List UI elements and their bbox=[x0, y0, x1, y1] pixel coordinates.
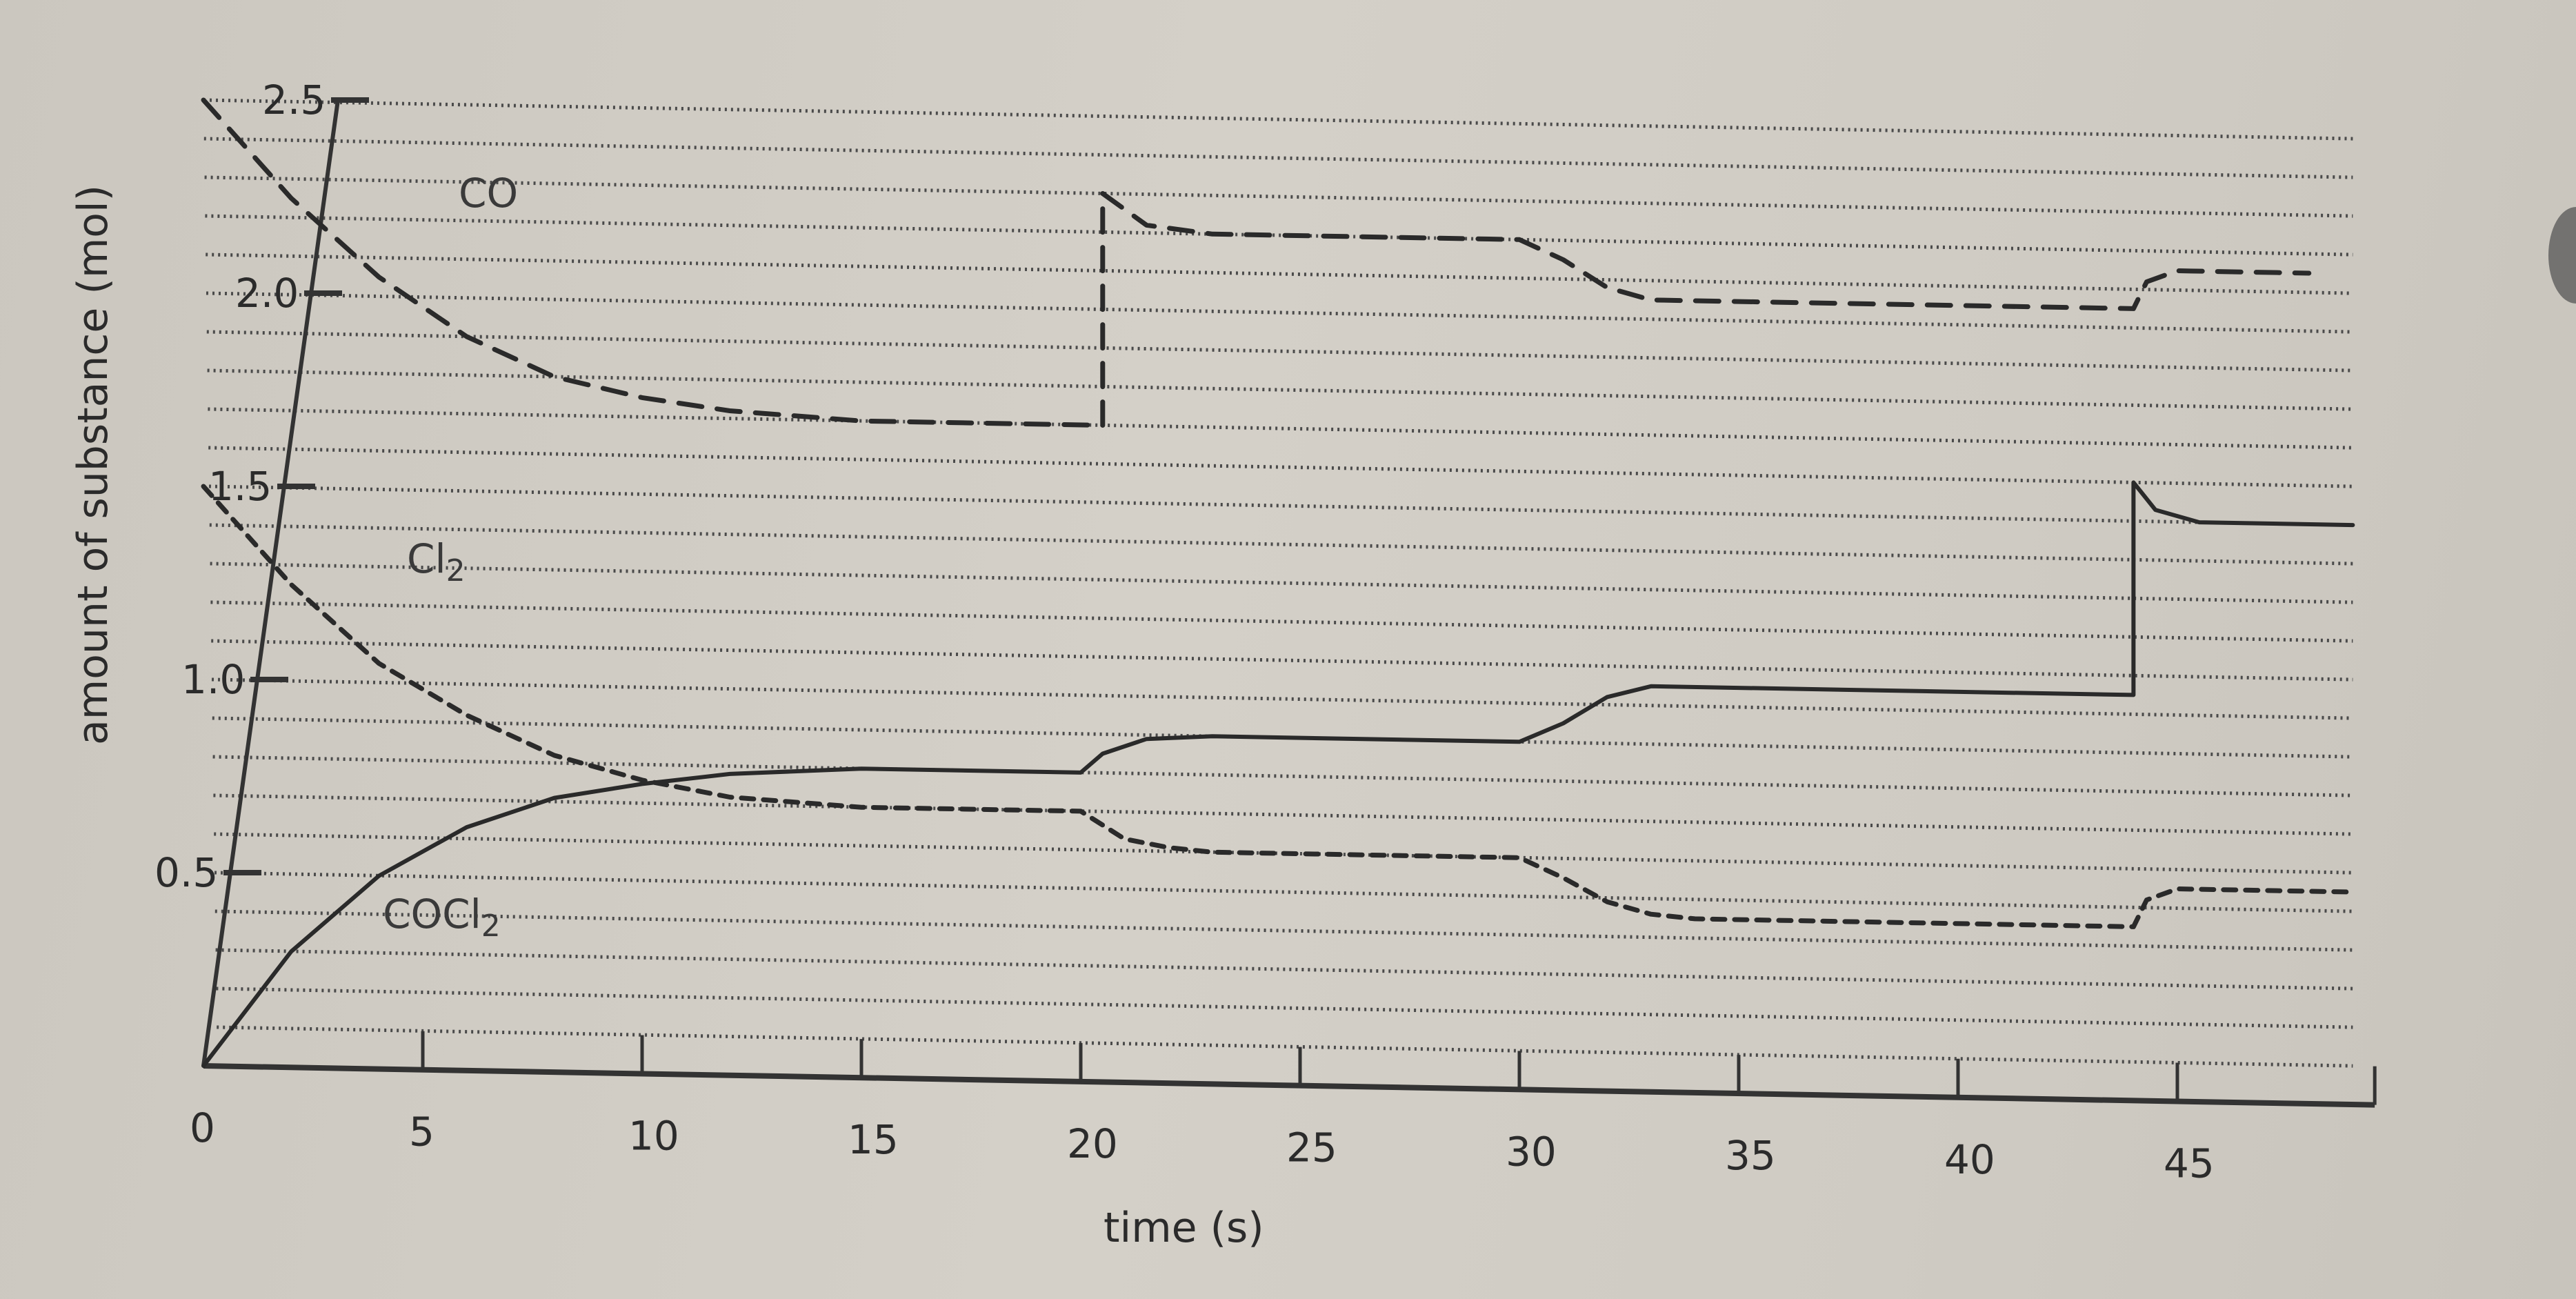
y-tick-label: 1.0 bbox=[181, 656, 245, 703]
gridline bbox=[211, 639, 2353, 682]
x-tick-label: 40 bbox=[1944, 1136, 1995, 1183]
x-tick-label: 5 bbox=[409, 1109, 435, 1156]
data-series bbox=[201, 97, 2355, 1068]
series-labels: CO Cl2 COCl2 bbox=[383, 170, 518, 944]
gridline bbox=[210, 562, 2353, 604]
gridline bbox=[208, 446, 2353, 488]
y-tick-label: 1.5 bbox=[208, 463, 272, 510]
gridline bbox=[203, 98, 2353, 141]
gridline bbox=[205, 214, 2353, 257]
gridline bbox=[215, 948, 2353, 991]
axes bbox=[201, 97, 2377, 1108]
gridline bbox=[204, 175, 2353, 218]
series-cl2 bbox=[201, 484, 2355, 929]
gridlines bbox=[203, 98, 2353, 1068]
x-tick-label: 35 bbox=[1725, 1132, 1776, 1179]
gridline bbox=[211, 677, 2353, 720]
x-tick-label: 20 bbox=[1067, 1120, 1118, 1167]
gridline bbox=[209, 523, 2353, 566]
y-axis bbox=[201, 99, 340, 1067]
gridline bbox=[203, 137, 2353, 179]
y-tick-label: 0.5 bbox=[154, 849, 218, 896]
gridline bbox=[213, 793, 2353, 836]
gridline bbox=[214, 909, 2353, 952]
label-cocl2: COCl2 bbox=[383, 891, 501, 944]
x-axis-title: time (s) bbox=[1104, 1204, 1264, 1252]
gridline bbox=[210, 600, 2353, 643]
x-tick-label: 15 bbox=[848, 1116, 899, 1163]
x-tick-label: 30 bbox=[1506, 1128, 1557, 1175]
y-axis-title: amount of substance (mol) bbox=[69, 185, 117, 745]
series-co bbox=[201, 97, 2312, 428]
tick-labels: 0 5 10 15 20 25 30 35 40 45 0.5 1.0 1.5 2.0 2.5 bbox=[154, 77, 2215, 1187]
x-axis bbox=[203, 1063, 2375, 1108]
axis-labels: time (s) amount of substance (mol) bbox=[69, 185, 1264, 1252]
y-tick-label: 2.5 bbox=[262, 77, 326, 123]
series-cocl2 bbox=[201, 480, 2355, 1068]
gridline bbox=[214, 871, 2353, 913]
gridline bbox=[216, 986, 2353, 1029]
gridline bbox=[217, 1025, 2353, 1068]
gridline bbox=[207, 368, 2353, 411]
x-tick-label: 45 bbox=[2164, 1140, 2215, 1187]
x-tick-label: 10 bbox=[628, 1112, 679, 1159]
x-tick-label: 0 bbox=[190, 1104, 215, 1151]
gridline bbox=[212, 755, 2353, 797]
label-cl2: Cl2 bbox=[407, 535, 466, 588]
gridline bbox=[206, 252, 2353, 295]
gridline bbox=[208, 484, 2353, 527]
gridline bbox=[208, 407, 2353, 450]
gridline bbox=[206, 291, 2353, 334]
y-tick-label: 2.0 bbox=[235, 270, 299, 317]
x-tick-label: 25 bbox=[1286, 1124, 1337, 1171]
gridline bbox=[206, 330, 2353, 373]
label-co: CO bbox=[459, 170, 518, 217]
